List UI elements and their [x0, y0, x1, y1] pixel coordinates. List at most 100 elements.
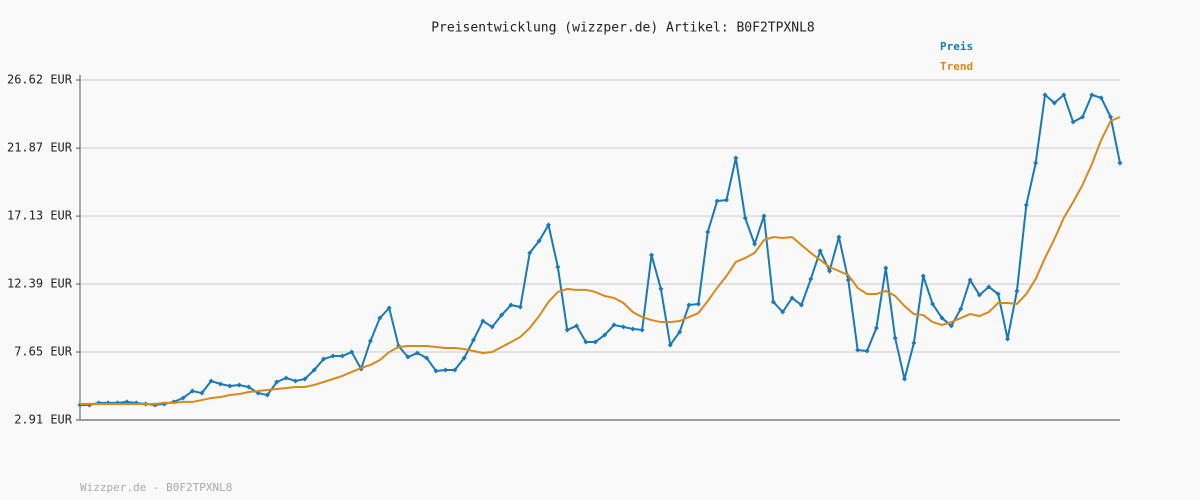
data-point — [602, 332, 608, 338]
data-point — [321, 356, 327, 362]
data-point — [761, 213, 767, 219]
series-line — [80, 116, 1121, 405]
data-point — [677, 329, 683, 335]
y-tick-label: 7.65 EUR — [14, 345, 73, 359]
data-point — [180, 395, 186, 401]
data-point — [611, 322, 617, 328]
chart-title: Preisentwicklung (wizzper.de) Artikel: B… — [431, 21, 815, 36]
data-point — [1005, 336, 1011, 342]
data-point — [274, 379, 280, 385]
data-point — [658, 286, 664, 292]
data-point — [536, 238, 542, 244]
data-point — [667, 342, 673, 348]
legend-label: Preis — [940, 40, 973, 53]
data-point — [302, 376, 308, 382]
data-point — [742, 215, 748, 221]
data-point — [349, 349, 355, 355]
data-point — [705, 229, 711, 235]
data-point — [995, 291, 1001, 297]
data-point — [798, 302, 804, 308]
data-point — [733, 155, 739, 161]
data-point — [517, 304, 523, 310]
data-point — [911, 340, 917, 346]
data-point — [405, 354, 411, 360]
data-point — [1014, 288, 1020, 294]
data-point — [1108, 114, 1114, 120]
y-tick-label: 12.39 EUR — [7, 277, 73, 291]
data-point — [424, 355, 430, 361]
data-point — [967, 277, 973, 283]
y-tick-label: 17.13 EUR — [7, 209, 73, 223]
data-point — [218, 381, 224, 387]
data-point — [845, 277, 851, 283]
data-point — [527, 250, 533, 256]
data-point — [574, 323, 580, 329]
data-point — [1042, 92, 1048, 98]
data-point — [545, 222, 551, 228]
data-point — [873, 325, 879, 331]
data-point — [236, 382, 242, 388]
data-point — [930, 301, 936, 307]
data-point — [855, 347, 861, 353]
data-point — [1061, 92, 1067, 98]
data-point — [827, 268, 833, 274]
data-point — [752, 241, 758, 247]
data-point — [1117, 160, 1123, 166]
data-point — [817, 248, 823, 254]
y-tick-label: 2.91 EUR — [14, 413, 73, 427]
data-point — [630, 326, 636, 332]
data-point — [433, 368, 439, 374]
data-point — [1098, 95, 1104, 101]
data-point — [480, 318, 486, 324]
data-point — [864, 348, 870, 354]
data-point — [883, 265, 889, 271]
data-point — [1023, 202, 1029, 208]
series-line — [80, 92, 1121, 406]
data-point — [311, 367, 317, 373]
data-point — [1051, 100, 1057, 106]
y-tick-label: 26.62 EUR — [7, 73, 73, 87]
data-point — [208, 378, 214, 384]
data-point — [948, 323, 954, 329]
data-point — [442, 367, 448, 373]
data-point — [199, 390, 205, 396]
data-point — [489, 324, 495, 330]
data-point — [292, 378, 298, 384]
data-point — [892, 335, 898, 341]
data-point — [339, 353, 345, 359]
data-point — [686, 302, 692, 308]
data-point — [695, 301, 701, 307]
data-point — [958, 306, 964, 312]
data-point — [377, 315, 383, 321]
data-point — [836, 234, 842, 240]
data-point — [508, 302, 514, 308]
data-point — [227, 383, 233, 389]
data-point — [461, 355, 467, 361]
data-point — [583, 339, 589, 345]
data-point — [330, 353, 336, 359]
data-point — [1070, 119, 1076, 125]
legend-label: Trend — [940, 60, 973, 73]
data-point — [714, 198, 720, 204]
data-point — [499, 312, 505, 318]
data-point — [189, 388, 195, 394]
footer: Wizzper.de - B0F2TPXNL8 — [80, 481, 232, 494]
data-point — [386, 305, 392, 311]
data-point — [564, 327, 570, 333]
data-point — [920, 273, 926, 279]
data-point — [780, 309, 786, 315]
data-point — [902, 376, 908, 382]
data-point — [789, 295, 795, 301]
data-point — [723, 197, 729, 203]
data-point — [283, 375, 289, 381]
data-point — [986, 284, 992, 290]
data-point — [639, 327, 645, 333]
data-point — [1089, 92, 1095, 98]
data-point — [939, 315, 945, 321]
data-point — [264, 392, 270, 398]
data-point — [246, 384, 252, 390]
y-tick-label: 21.87 EUR — [7, 141, 73, 155]
data-point — [976, 292, 982, 298]
data-point — [367, 338, 373, 344]
